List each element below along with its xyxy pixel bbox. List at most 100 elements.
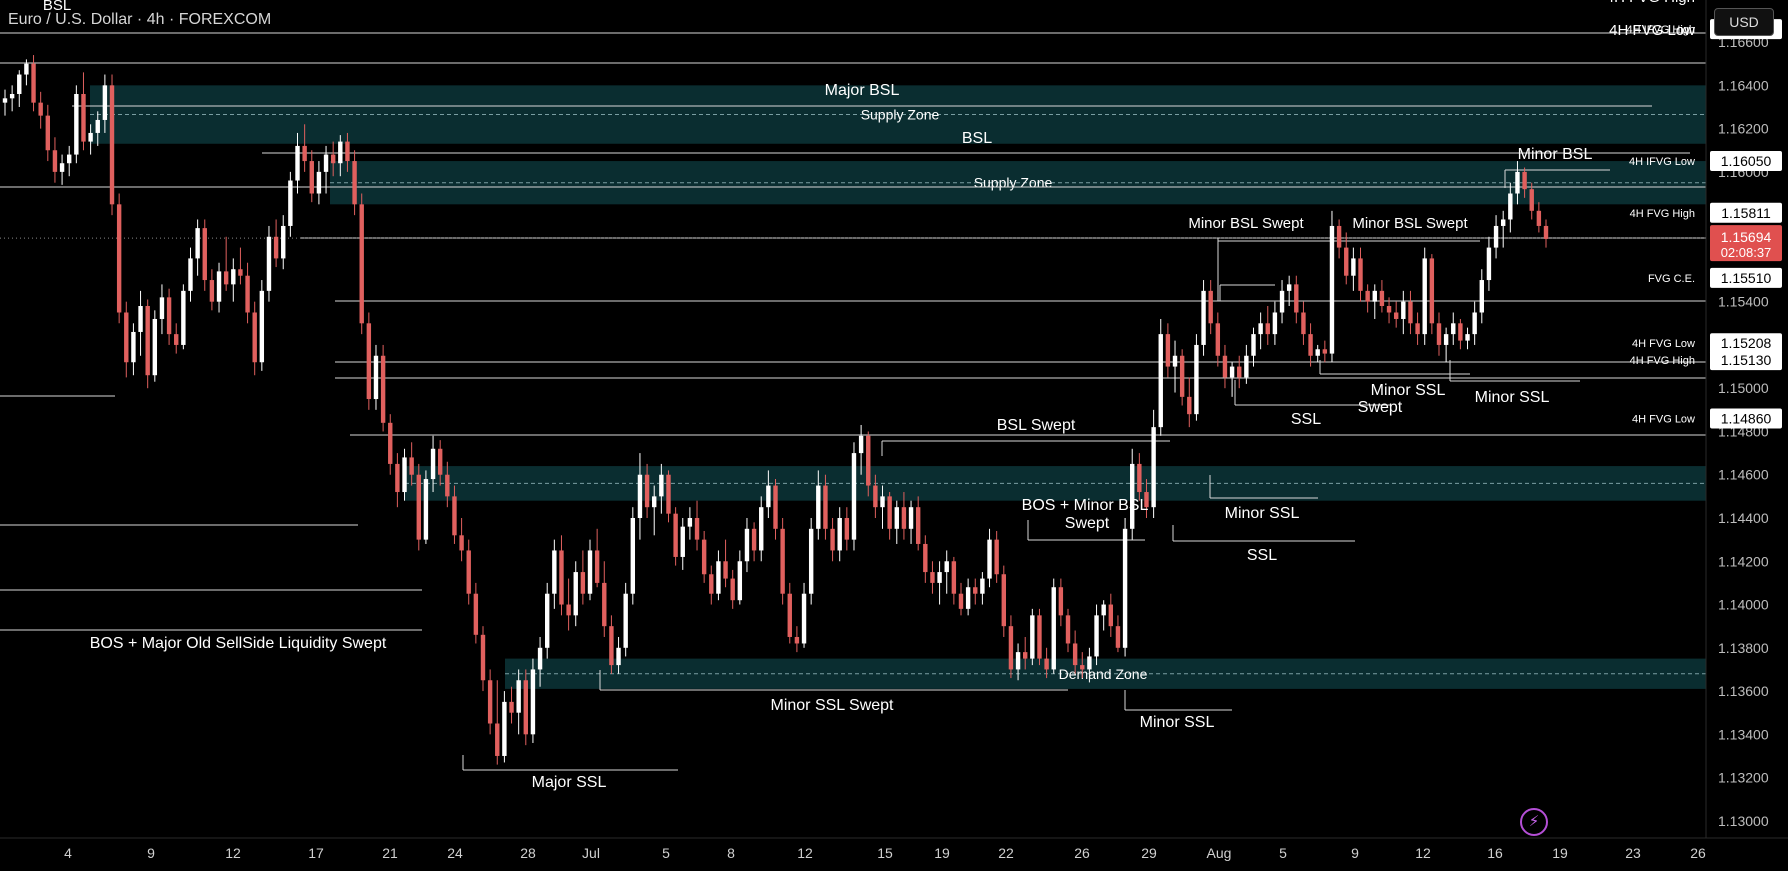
- candle[interactable]: [1058, 578, 1064, 627]
- candle[interactable]: [124, 301, 129, 378]
- candle[interactable]: [801, 582, 807, 648]
- candle[interactable]: [630, 507, 636, 605]
- candle[interactable]: [1072, 630, 1078, 674]
- candle[interactable]: [730, 569, 735, 609]
- candle[interactable]: [1422, 247, 1427, 345]
- candle[interactable]: [837, 507, 842, 562]
- candle[interactable]: [281, 215, 286, 270]
- candle[interactable]: [680, 518, 685, 570]
- candle[interactable]: [295, 132, 300, 194]
- candle[interactable]: [1172, 340, 1178, 393]
- candle[interactable]: [687, 507, 693, 540]
- candle[interactable]: [1451, 312, 1456, 345]
- candle[interactable]: [1322, 340, 1328, 363]
- candle[interactable]: [1308, 323, 1313, 367]
- candle[interactable]: [559, 535, 564, 616]
- candle[interactable]: [238, 247, 243, 285]
- candle[interactable]: [359, 193, 364, 335]
- candle[interactable]: [1379, 280, 1385, 313]
- candle[interactable]: [166, 288, 172, 345]
- candle[interactable]: [609, 615, 614, 674]
- candle[interactable]: [944, 550, 949, 594]
- candle[interactable]: [138, 290, 143, 356]
- candle[interactable]: [1080, 652, 1085, 679]
- candle[interactable]: [2, 89, 8, 116]
- candle[interactable]: [209, 269, 215, 311]
- candle[interactable]: [1351, 247, 1356, 291]
- candle[interactable]: [716, 550, 721, 601]
- candle[interactable]: [1479, 269, 1484, 324]
- candle[interactable]: [816, 470, 821, 540]
- candle[interactable]: [302, 124, 307, 172]
- lightning-icon[interactable]: ⚡: [1520, 808, 1548, 836]
- candle[interactable]: [1365, 284, 1370, 313]
- candle[interactable]: [701, 530, 707, 583]
- candle[interactable]: [744, 518, 750, 573]
- candle[interactable]: [637, 453, 643, 540]
- candle[interactable]: [388, 414, 393, 475]
- candle[interactable]: [759, 496, 764, 562]
- candle[interactable]: [1272, 301, 1278, 345]
- candle[interactable]: [102, 74, 108, 133]
- candle[interactable]: [402, 448, 407, 501]
- candle[interactable]: [1179, 349, 1185, 406]
- candle[interactable]: [1472, 301, 1477, 345]
- candle[interactable]: [509, 686, 514, 724]
- candle[interactable]: [1130, 448, 1135, 540]
- candle[interactable]: [1158, 318, 1163, 436]
- candle[interactable]: [1222, 344, 1228, 389]
- candle[interactable]: [545, 582, 550, 659]
- candle[interactable]: [459, 518, 464, 562]
- candle[interactable]: [773, 479, 778, 540]
- candle[interactable]: [1137, 453, 1142, 501]
- candle[interactable]: [495, 680, 500, 765]
- candle[interactable]: [252, 301, 257, 376]
- candle[interactable]: [1187, 377, 1192, 428]
- candle[interactable]: [573, 561, 578, 627]
- candle[interactable]: [366, 312, 372, 410]
- candle[interactable]: [45, 104, 51, 162]
- candle[interactable]: [1543, 219, 1549, 248]
- candle[interactable]: [1429, 254, 1435, 335]
- candle[interactable]: [409, 442, 414, 486]
- candle[interactable]: [1030, 608, 1035, 666]
- candle[interactable]: [1500, 210, 1506, 248]
- candle[interactable]: [994, 530, 999, 583]
- candle[interactable]: [516, 669, 521, 735]
- candle[interactable]: [74, 85, 79, 164]
- candle[interactable]: [330, 141, 336, 177]
- candle[interactable]: [1001, 565, 1006, 637]
- candle[interactable]: [1536, 202, 1542, 233]
- candle[interactable]: [181, 284, 186, 350]
- candle[interactable]: [1515, 161, 1520, 205]
- candle[interactable]: [923, 535, 928, 583]
- candle[interactable]: [380, 344, 386, 432]
- candle[interactable]: [894, 500, 899, 544]
- time-axis[interactable]: 4 9 12 17 21 24 28 Jul 5 8 12 15 19 22 26 29 Aug 5 9 12 16 19…: [64, 845, 1706, 861]
- candle[interactable]: [951, 556, 957, 605]
- candle[interactable]: [787, 582, 792, 644]
- candle[interactable]: [1265, 306, 1270, 345]
- candle[interactable]: [659, 463, 664, 514]
- candle[interactable]: [873, 474, 878, 518]
- candle[interactable]: [1329, 210, 1335, 363]
- candle[interactable]: [1101, 600, 1106, 631]
- candle[interactable]: [901, 492, 907, 540]
- candle[interactable]: [437, 440, 443, 486]
- candle[interactable]: [1015, 643, 1021, 681]
- candle[interactable]: [352, 150, 357, 216]
- candle[interactable]: [159, 284, 165, 335]
- candle[interactable]: [980, 572, 985, 605]
- candle[interactable]: [1037, 608, 1042, 666]
- candle[interactable]: [1286, 275, 1292, 306]
- candle[interactable]: [973, 578, 978, 605]
- candle[interactable]: [109, 74, 115, 216]
- candle[interactable]: [188, 247, 193, 302]
- candle[interactable]: [309, 150, 314, 203]
- candle[interactable]: [1258, 312, 1263, 350]
- candle[interactable]: [266, 225, 272, 302]
- candle[interactable]: [1194, 334, 1199, 421]
- candle[interactable]: [1386, 297, 1392, 324]
- candle[interactable]: [1415, 312, 1420, 345]
